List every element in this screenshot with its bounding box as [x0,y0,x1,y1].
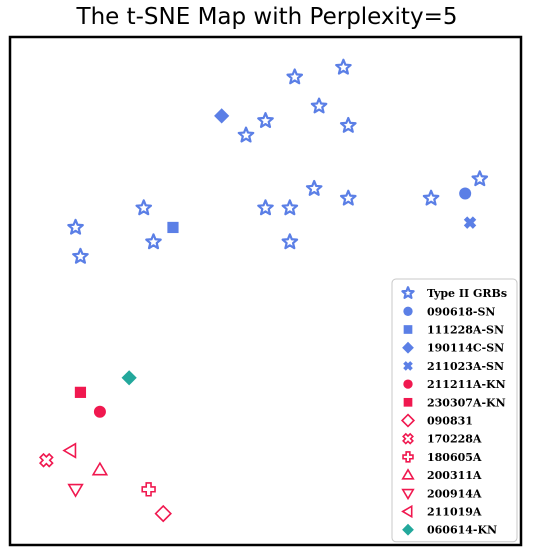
point-star-s0-p14 [145,233,162,250]
legend-label-9: 180605A [427,451,482,464]
legend-marker-diamond-3 [402,341,414,354]
point-triangle-down-s11-p0 [67,483,84,498]
legend-marker-x-8 [402,432,414,445]
point-diamond-s7-p0 [154,504,172,523]
point-triangle-up-s10-p0 [91,461,109,476]
point-diamond-s13-p0 [121,370,137,386]
legend-label-4: 211023A-SN [427,360,504,373]
legend-label-7: 090831 [427,415,473,428]
point-star-s0-p1 [335,58,352,75]
legend-marker-diamond-7 [400,413,416,428]
legend-marker-x-4 [403,361,413,371]
legend-label-2: 111228A-SN [427,324,504,337]
point-star-s0-p5 [237,126,255,143]
legend-marker-triangle-down-11 [401,488,415,501]
legend-marker-square-6 [403,397,413,407]
legend-label-6: 230307A-KN [427,396,506,409]
legend-marker-plus-9 [402,451,414,463]
legend-label-0: Type II GRBs [427,287,507,300]
legend-label-13: 060614-KN [427,524,497,537]
legend: Type II GRBs 090618-SN 111228A-SN 190114C-S… [391,278,518,543]
legend-marker-circle-5 [403,379,413,389]
point-x-s8-p0 [38,452,54,468]
point-star-s0-p6 [305,179,323,196]
legend-marker-triangle-left-12 [401,504,413,519]
point-star-s0-p10 [281,233,299,250]
legend-label-5: 211211A-KN [427,378,506,391]
point-star-s0-p9 [281,199,299,216]
point-x-s4-p0 [463,216,477,229]
point-star-s0-p16 [72,247,89,264]
point-star-s0-p11 [422,189,440,206]
legend-label-12: 211019A [427,506,482,519]
legend-marker-circle-1 [403,306,413,316]
point-star-s0-p13 [135,199,153,216]
point-square-s2-p0 [167,221,179,234]
point-star-s0-p8 [257,199,274,216]
point-diamond-s3-p0 [214,108,230,124]
point-square-s6-p0 [74,386,87,398]
legend-label-11: 200914A [427,487,482,500]
point-plus-s9-p0 [141,482,156,497]
legend-label-8: 170228A [427,433,482,446]
point-star-s0-p3 [339,116,357,133]
legend-marker-triangle-up-10 [401,468,415,480]
point-star-s0-p2 [310,97,328,114]
legend-marker-square-2 [403,325,413,334]
point-star-s0-p15 [67,218,84,235]
point-circle-s5-p0 [93,405,106,418]
legend-label-3: 190114C-SN [427,342,504,355]
legend-marker-diamond-13 [402,523,414,536]
chart-title: The t-SNE Map with Perplexity=5 [76,4,458,30]
point-star-s0-p7 [339,189,357,206]
point-triangle-left-s12-p0 [62,442,77,459]
legend-label-10: 200311A [427,469,482,482]
legend-box [391,278,518,543]
data-marks [38,58,489,523]
point-star-s0-p0 [286,68,304,85]
legend-marker-star-0 [401,286,415,299]
point-star-s0-p4 [257,112,274,129]
legend-label-1: 090618-SN [427,305,496,318]
point-circle-s1-p0 [459,187,472,200]
point-star-s0-p12 [471,170,489,187]
